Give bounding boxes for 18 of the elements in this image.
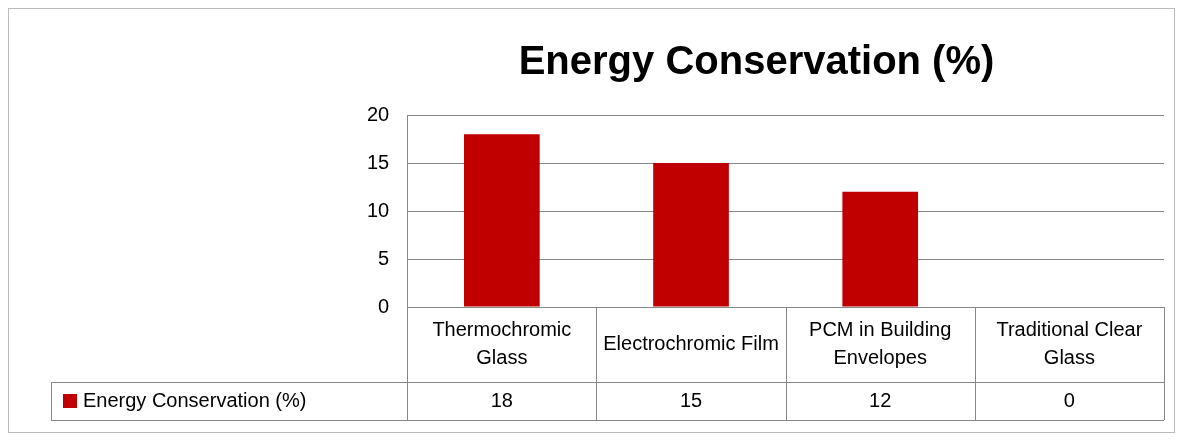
y-tick-label: 15 — [367, 150, 390, 173]
bar — [842, 191, 919, 307]
bar — [653, 163, 729, 307]
legend-label: Energy Conservation (%) — [83, 388, 307, 411]
x-tick-label: Electrochromic Film — [603, 332, 779, 355]
x-tick-label: PCM in Building Envelopes — [809, 318, 952, 369]
x-tick-label: Traditional Clear Glass — [996, 318, 1143, 369]
data-label: 12 — [869, 388, 892, 411]
x-tick-label: Thermochromic Glass — [432, 318, 572, 369]
data-label: 18 — [490, 388, 513, 411]
y-tick-label: 5 — [378, 246, 390, 269]
bar — [464, 134, 540, 307]
data-label: 0 — [1063, 388, 1075, 411]
y-tick-label: 20 — [367, 102, 390, 125]
chart-title: Energy Conservation (%) — [518, 38, 995, 83]
data-label: 15 — [679, 388, 703, 411]
y-tick-label: 10 — [367, 198, 390, 221]
y-tick-label: 0 — [378, 294, 390, 317]
